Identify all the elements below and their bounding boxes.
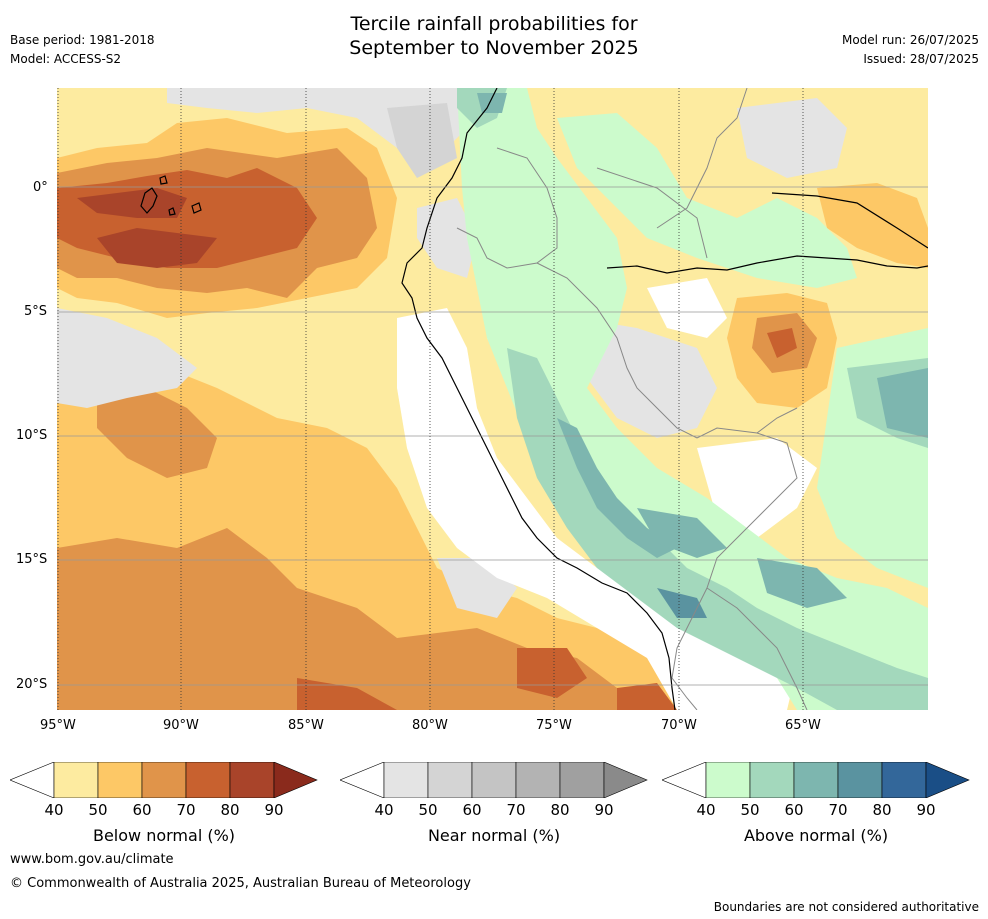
lon-tick-70w: 70°W xyxy=(661,718,697,733)
cb3-seg-1 xyxy=(705,762,751,798)
cb2-tick-40: 40 xyxy=(374,801,394,819)
map-title: Tercile rainfall probabilities for Septe… xyxy=(0,12,988,60)
above-normal-colorbar xyxy=(662,762,970,798)
lat-tick-0: 0° xyxy=(33,180,48,195)
cb3-seg-4 xyxy=(837,762,883,798)
cb1-tick-50: 50 xyxy=(88,801,108,819)
near-normal-colorbar xyxy=(340,762,648,798)
cb1-tick-90: 90 xyxy=(264,801,284,819)
lon-tick-95w: 95°W xyxy=(40,718,76,733)
near-normal-regions xyxy=(57,88,847,618)
above-normal-label: Above normal (%) xyxy=(743,826,889,845)
cb3-seg-2 xyxy=(749,762,795,798)
cb2-tick-80: 80 xyxy=(550,801,570,819)
rainfall-probability-map xyxy=(57,88,928,710)
cb1-seg-6 xyxy=(273,762,318,798)
below-normal-colorbar xyxy=(10,762,318,798)
title-line-1: Tercile rainfall probabilities for xyxy=(350,13,638,35)
cb1-seg-1 xyxy=(53,762,99,798)
base-period: Base period: 1981-2018 xyxy=(10,33,155,47)
lon-tick-85w: 85°W xyxy=(288,718,324,733)
copyright: © Commonwealth of Australia 2025, Austra… xyxy=(10,876,471,891)
cb2-seg-5 xyxy=(559,762,605,798)
lon-tick-75w: 75°W xyxy=(536,718,572,733)
country-borders xyxy=(456,88,808,710)
cb3-tick-70: 70 xyxy=(828,801,848,819)
lat-tick-20s: 20°S xyxy=(16,677,48,692)
cb3-seg-5 xyxy=(881,762,927,798)
issued-date: Issued: 28/07/2025 xyxy=(863,52,979,66)
cb2-tick-70: 70 xyxy=(506,801,526,819)
cb1-seg-0 xyxy=(10,762,55,798)
cb2-tick-60: 60 xyxy=(462,801,482,819)
lon-tick-65w: 65°W xyxy=(785,718,821,733)
title-line-2: September to November 2025 xyxy=(349,37,639,59)
cb3-seg-3 xyxy=(793,762,839,798)
cb2-seg-6 xyxy=(603,762,648,798)
lat-tick-10s: 10°S xyxy=(16,428,48,443)
cb1-tick-60: 60 xyxy=(132,801,152,819)
below-normal-label: Below normal (%) xyxy=(92,826,236,845)
cb1-seg-4 xyxy=(185,762,231,798)
cb3-seg-0 xyxy=(662,762,707,798)
northern-coast xyxy=(771,192,928,249)
boundaries-disclaimer: Boundaries are not considered authoritat… xyxy=(713,900,979,914)
galapagos-islands xyxy=(140,175,202,216)
cb2-seg-1 xyxy=(383,762,429,798)
cb2-seg-3 xyxy=(471,762,517,798)
lat-tick-5s: 5°S xyxy=(24,304,48,319)
parallels xyxy=(57,186,928,686)
website-link[interactable]: www.bom.gov.au/climate xyxy=(10,852,174,867)
cb2-seg-2 xyxy=(427,762,473,798)
cb1-tick-80: 80 xyxy=(220,801,240,819)
above-normal-regions xyxy=(457,88,928,710)
lon-tick-90w: 90°W xyxy=(163,718,199,733)
cb2-tick-50: 50 xyxy=(418,801,438,819)
cb1-seg-5 xyxy=(229,762,275,798)
cb1-tick-70: 70 xyxy=(176,801,196,819)
cb1-tick-40: 40 xyxy=(44,801,64,819)
lat-tick-15s: 15°S xyxy=(16,552,48,567)
cb3-tick-90: 90 xyxy=(916,801,936,819)
model-run: Model run: 26/07/2025 xyxy=(841,33,979,47)
lon-tick-80w: 80°W xyxy=(412,718,448,733)
amazon-river xyxy=(606,255,928,274)
cb3-seg-6 xyxy=(925,762,970,798)
cb2-seg-0 xyxy=(340,762,385,798)
cb3-tick-40: 40 xyxy=(696,801,716,819)
cb1-seg-3 xyxy=(141,762,187,798)
cb3-tick-60: 60 xyxy=(784,801,804,819)
cb2-seg-4 xyxy=(515,762,561,798)
cb1-seg-2 xyxy=(97,762,143,798)
near-normal-label: Near normal (%) xyxy=(427,826,561,845)
cb3-tick-50: 50 xyxy=(740,801,760,819)
below-normal-regions xyxy=(57,118,928,710)
model-name: Model: ACCESS-S2 xyxy=(10,52,122,66)
coastline xyxy=(401,88,676,710)
cb2-tick-90: 90 xyxy=(594,801,614,819)
cb3-tick-80: 80 xyxy=(872,801,892,819)
